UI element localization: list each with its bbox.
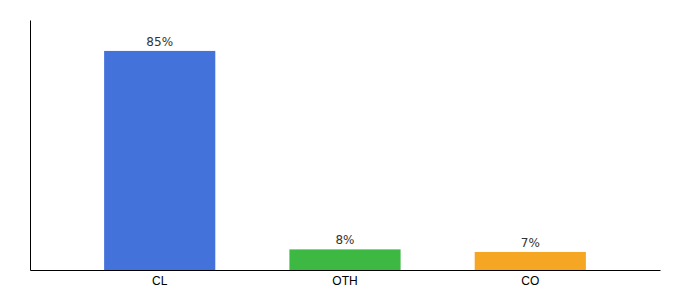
x-tick-label: OTH: [332, 274, 357, 288]
x-tick-label: CL: [152, 274, 168, 288]
bar: [104, 51, 215, 270]
chart: CL OTH CO 85% 8% 7%: [0, 0, 680, 300]
data-label: 85%: [146, 35, 173, 49]
x-tick: CO: [521, 270, 539, 288]
data-label: 8%: [335, 233, 354, 247]
plot: CL OTH CO 85% 8% 7%: [31, 21, 661, 288]
data-labels: 85% 8% 7%: [146, 35, 539, 250]
bar: [475, 252, 586, 270]
data-label: 7%: [521, 236, 540, 250]
x-tick-label: CO: [521, 274, 539, 288]
x-axis-line: [31, 270, 661, 271]
x-tick: CL: [152, 270, 168, 288]
bars: [104, 51, 586, 270]
x-axis: CL OTH CO: [31, 270, 661, 288]
y-axis: [30, 21, 31, 271]
y-axis-line: [30, 21, 31, 271]
bar: [289, 249, 400, 270]
x-tick: OTH: [332, 270, 357, 288]
